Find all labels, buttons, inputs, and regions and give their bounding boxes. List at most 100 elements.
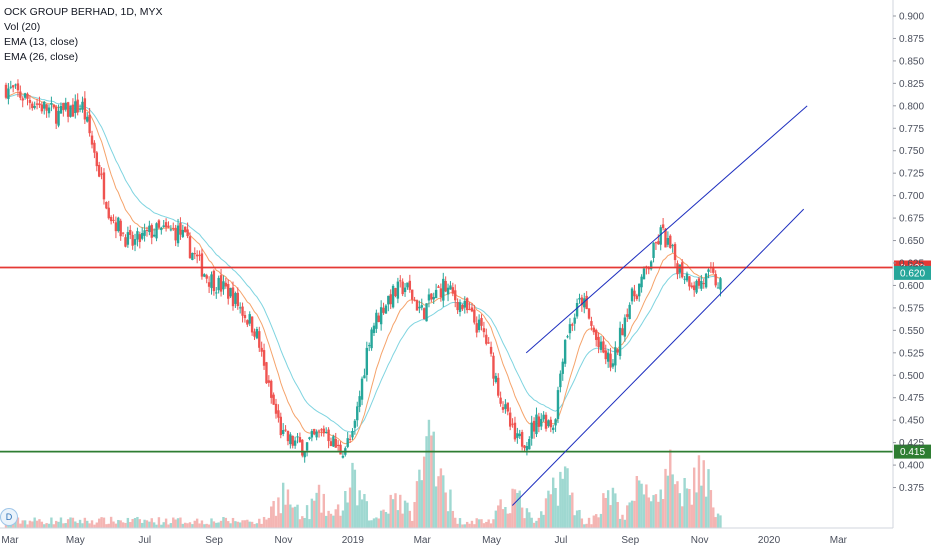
- price-tick-label[interactable]: 0.775: [899, 124, 924, 135]
- chart-legend: OCK GROUP BERHAD, 1D, MYX Vol (20) EMA (…: [4, 5, 163, 65]
- candle-body: [657, 241, 660, 245]
- price-tick-label[interactable]: 0.625: [899, 259, 924, 270]
- price-tick-label[interactable]: 0.525: [899, 348, 924, 359]
- volume-bar: [659, 489, 662, 528]
- candle-body: [528, 439, 531, 450]
- candle-body: [69, 105, 72, 117]
- volume-bar: [444, 492, 447, 528]
- candle-body: [54, 106, 58, 124]
- price-tick-label[interactable]: 0.875: [899, 34, 924, 45]
- candle-body: [583, 298, 586, 308]
- candle-body: [449, 285, 452, 290]
- volume-bar: [224, 517, 228, 528]
- volume-bar: [265, 519, 268, 528]
- volume-bar: [150, 518, 153, 528]
- volume-bar: [666, 475, 670, 528]
- volume-bar: [523, 518, 526, 528]
- channel-line-2[interactable]: [525, 105, 808, 354]
- legend-ema26: EMA (26, close): [4, 51, 79, 63]
- candle-body: [707, 269, 710, 272]
- volume-bar: [19, 523, 22, 528]
- volume-bar: [363, 494, 366, 528]
- price-tick-label[interactable]: 0.575: [899, 303, 924, 314]
- candle-body: [616, 349, 619, 353]
- price-tick-label[interactable]: 0.475: [899, 393, 924, 404]
- time-tick-label[interactable]: 2019: [342, 535, 365, 546]
- volume-bar: [528, 512, 531, 528]
- candle-body: [88, 114, 91, 134]
- volume-bar: [389, 494, 392, 528]
- volume-bar: [203, 524, 206, 528]
- time-tick-label[interactable]: May: [482, 535, 501, 546]
- time-tick-label[interactable]: Sep: [621, 535, 639, 546]
- price-tick-label[interactable]: 0.550: [899, 326, 924, 337]
- candle-body: [477, 319, 481, 331]
- candle-body: [482, 328, 486, 333]
- volume-bar: [676, 481, 679, 528]
- candle-body: [473, 309, 476, 323]
- volume-bar: [162, 522, 165, 528]
- candle-body: [150, 225, 153, 238]
- time-tick-label[interactable]: Mar: [830, 535, 848, 546]
- price-tick-label[interactable]: 0.650: [899, 236, 924, 247]
- candle-body: [310, 431, 314, 438]
- candle-body: [704, 273, 708, 288]
- price-tick-label[interactable]: 0.450: [899, 416, 924, 427]
- volume-bar: [492, 519, 495, 528]
- volume-bar: [267, 517, 271, 528]
- time-tick-label[interactable]: Mar: [414, 535, 432, 546]
- price-tick-label[interactable]: 0.850: [899, 56, 924, 67]
- volume-bar: [434, 486, 438, 528]
- time-tick-label[interactable]: Jul: [555, 535, 568, 546]
- candle-body: [7, 88, 10, 99]
- volume-bar: [193, 520, 196, 528]
- volume-bar: [81, 523, 84, 528]
- time-tick-label[interactable]: Nov: [275, 535, 293, 546]
- volume-bar: [618, 518, 622, 528]
- price-tick-label[interactable]: 0.675: [899, 214, 924, 225]
- price-tick-label[interactable]: 0.900: [899, 12, 924, 23]
- candle-body: [107, 207, 110, 219]
- time-tick-label[interactable]: 2020: [758, 535, 781, 546]
- volume-bar: [332, 515, 335, 528]
- candle-body: [446, 287, 450, 295]
- volume-bar: [399, 494, 402, 528]
- price-tick-label[interactable]: 0.425: [899, 438, 924, 449]
- time-tick-label[interactable]: May: [66, 535, 85, 546]
- candle-body: [633, 290, 636, 297]
- dividends-badge[interactable]: D: [0, 508, 18, 526]
- volume-bar: [375, 517, 378, 528]
- volume-bar: [351, 462, 354, 528]
- volume-bar: [121, 522, 125, 528]
- price-tick-label[interactable]: 0.825: [899, 79, 924, 90]
- volume-bar: [69, 517, 72, 528]
- channel-line-1[interactable]: [512, 208, 805, 506]
- time-tick-label[interactable]: Sep: [205, 535, 223, 546]
- volume-bar: [411, 520, 414, 528]
- candle-body: [169, 229, 173, 231]
- volume-bar: [468, 523, 471, 528]
- candle-body: [516, 433, 519, 438]
- price-tick-label[interactable]: 0.400: [899, 461, 924, 472]
- volume-bar: [563, 466, 567, 528]
- candle-body: [470, 307, 474, 312]
- time-tick-label[interactable]: Jul: [138, 535, 151, 546]
- price-tick-label[interactable]: 0.500: [899, 371, 924, 382]
- price-tick-label[interactable]: 0.725: [899, 169, 924, 180]
- price-tick-label[interactable]: 0.700: [899, 191, 924, 202]
- time-tick-label[interactable]: Mar: [1, 535, 19, 546]
- time-tick-label[interactable]: Nov: [691, 535, 709, 546]
- volume-bar: [520, 507, 524, 528]
- channel-layer[interactable]: [512, 105, 808, 506]
- candle-body: [47, 107, 51, 114]
- price-tick-label[interactable]: 0.600: [899, 281, 924, 292]
- candle-body: [97, 164, 101, 177]
- price-tick-label[interactable]: 0.375: [899, 483, 924, 494]
- price-tick-label[interactable]: 0.800: [899, 101, 924, 112]
- candle-body: [320, 429, 323, 431]
- price-tick-label[interactable]: 0.750: [899, 146, 924, 157]
- candle-body: [413, 299, 416, 301]
